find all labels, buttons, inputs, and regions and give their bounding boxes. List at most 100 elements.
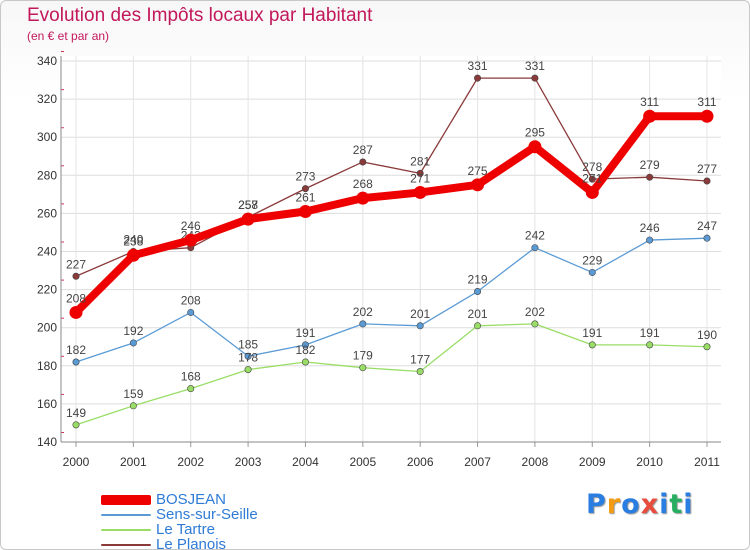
point-le-planois: [301, 185, 309, 193]
data-label-bosjean: 311: [697, 95, 716, 109]
legend-swatch-bosjean: [101, 495, 151, 505]
point-bosjean: [471, 178, 485, 192]
point-le-planois: [359, 158, 367, 166]
point-sens-sur-seille: [531, 244, 539, 252]
point-sens-sur-seille: [703, 234, 711, 242]
y-tick-label: 160: [37, 397, 57, 411]
point-bosjean: [643, 109, 657, 123]
x-tick-label: 2007: [464, 455, 491, 469]
logo-letter: r: [606, 489, 622, 520]
data-label-le-planois: 287: [353, 143, 373, 157]
x-tick-label: 2011: [694, 455, 720, 469]
point-sens-sur-seille: [187, 308, 195, 316]
point-le-tartre: [187, 385, 195, 393]
y-tick-label: 140: [37, 435, 57, 449]
point-le-tartre: [703, 343, 711, 351]
x-tick-label: 2010: [636, 455, 663, 469]
point-le-tartre: [416, 368, 424, 376]
point-sens-sur-seille: [129, 339, 137, 347]
y-tick-label: 200: [37, 321, 57, 335]
data-label-le-tartre: 190: [697, 328, 717, 342]
data-label-bosjean: 238: [123, 234, 143, 248]
point-sens-sur-seille: [244, 352, 252, 360]
data-label-le-tartre: 177: [410, 353, 430, 367]
x-tick-label: 2001: [120, 455, 147, 469]
legend-swatch-le-tartre: [101, 529, 151, 531]
x-tick-label: 2005: [349, 455, 376, 469]
y-tick-label: 300: [37, 130, 57, 144]
data-label-le-planois: 279: [640, 158, 660, 172]
y-tick-label: 240: [37, 245, 57, 259]
point-le-tartre: [72, 421, 80, 429]
point-le-planois: [646, 173, 654, 181]
legend-label-sens-sur-seille: Sens-sur-Seille: [156, 506, 258, 523]
point-bosjean: [241, 212, 255, 226]
data-label-bosjean: 271: [410, 171, 430, 185]
data-label-bosjean: 268: [353, 177, 373, 191]
point-le-tartre: [646, 341, 654, 349]
point-le-planois: [474, 74, 482, 82]
point-bosjean: [413, 185, 427, 199]
x-tick-label: 2009: [579, 455, 606, 469]
point-bosjean: [700, 109, 714, 123]
data-label-le-planois: 331: [468, 59, 488, 73]
data-label-sens-sur-seille: 185: [238, 337, 258, 351]
data-label-bosjean: 275: [468, 164, 488, 178]
data-label-le-planois: 240: [123, 233, 143, 247]
point-sens-sur-seille: [72, 358, 80, 366]
data-label-le-planois: 277: [697, 162, 717, 176]
data-label-le-tartre: 191: [640, 326, 660, 340]
data-label-bosjean: 257: [238, 198, 258, 212]
legend-label-le-planois: Le Planois: [156, 536, 227, 550]
point-bosjean: [585, 185, 599, 199]
data-label-le-tartre: 149: [66, 406, 86, 420]
data-label-le-tartre: 178: [238, 351, 258, 365]
point-le-tartre: [301, 358, 309, 366]
point-sens-sur-seille: [416, 322, 424, 330]
y-tick-label: 220: [37, 283, 57, 297]
legend-label-bosjean: BOSJEAN: [156, 491, 227, 508]
point-sens-sur-seille: [646, 236, 654, 244]
logo-letter: x: [640, 489, 660, 520]
data-label-sens-sur-seille: 182: [66, 343, 86, 357]
point-le-planois: [416, 169, 424, 177]
point-bosjean: [298, 204, 312, 218]
data-label-sens-sur-seille: 202: [353, 305, 373, 319]
data-label-le-planois: 273: [295, 170, 315, 184]
data-label-le-tartre: 202: [525, 305, 545, 319]
chart-subtitle: (en € et par an): [27, 29, 110, 43]
logo-letter: t: [669, 489, 684, 520]
point-sens-sur-seille: [359, 320, 367, 328]
data-label-le-tartre: 201: [468, 307, 488, 321]
data-label-sens-sur-seille: 219: [468, 273, 488, 287]
point-le-planois: [72, 272, 80, 280]
x-tick-label: 2000: [63, 455, 90, 469]
point-bosjean: [356, 191, 370, 205]
data-label-le-planois: 258: [238, 198, 258, 212]
y-tick-label: 320: [37, 92, 57, 106]
series-line-le-tartre: [75, 323, 708, 426]
point-le-planois: [531, 74, 539, 82]
point-bosjean: [126, 248, 140, 262]
data-label-le-tartre: 168: [181, 370, 201, 384]
data-label-sens-sur-seille: 208: [181, 293, 201, 307]
y-tick-label: 340: [37, 54, 57, 68]
data-label-bosjean: 271: [582, 171, 602, 185]
data-label-sens-sur-seille: 246: [640, 221, 660, 235]
series-line-bosjean: [72, 112, 711, 317]
point-bosjean: [184, 233, 198, 247]
series-line-sens-sur-seille: [75, 237, 708, 363]
data-label-bosjean: 311: [640, 95, 659, 109]
x-tick-label: 2002: [177, 455, 204, 469]
logo-letter: P: [586, 489, 607, 520]
point-le-planois: [703, 177, 711, 185]
proxiti-logo: Proxiti: [586, 489, 694, 520]
chart-title: Evolution des Impôts locaux par Habitant: [27, 5, 373, 26]
data-label-le-planois: 278: [582, 160, 602, 174]
y-tick-label: 260: [37, 206, 57, 220]
legend-label-le-tartre: Le Tartre: [156, 521, 215, 538]
data-label-sens-sur-seille: 242: [525, 229, 545, 243]
y-tick-label: 180: [37, 359, 57, 373]
point-bosjean: [528, 140, 542, 154]
